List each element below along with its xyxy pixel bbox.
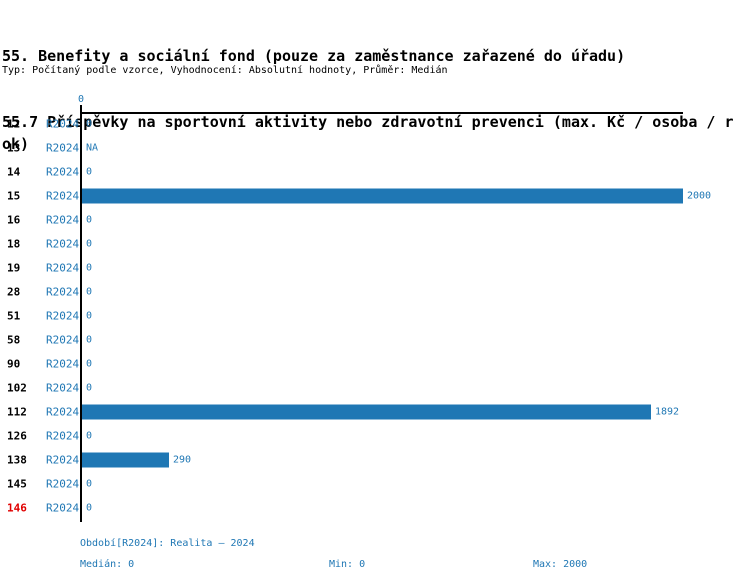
chart-title-line1: 55. Benefity a sociální fond (pouze za z…	[2, 47, 626, 65]
row-value-label: 0	[86, 238, 93, 250]
row-series-label: R2024	[46, 357, 80, 371]
row-series-label: R2024	[46, 381, 80, 395]
row-bar	[82, 452, 169, 468]
row-series-label: R2024	[46, 477, 80, 491]
chart-row: 138 R2024 290	[0, 448, 750, 472]
row-category-label: 15	[7, 189, 21, 203]
row-series-label: R2024	[46, 405, 80, 419]
footer-max: Max: 2000	[533, 559, 588, 570]
row-value-label: 0	[86, 166, 93, 178]
row-series-label: R2024	[46, 429, 80, 443]
row-category-label: 145	[7, 477, 27, 491]
chart-row: 58 R2024 0	[0, 328, 750, 352]
chart-row: 126 R2024 0	[0, 424, 750, 448]
row-value-label: 2000	[687, 190, 712, 202]
chart-row: 12 R2024 0	[0, 112, 750, 136]
row-category-label: 102	[7, 381, 27, 395]
chart-row: 14 R2024 0	[0, 160, 750, 184]
row-value-label: 0	[86, 502, 93, 514]
row-value-label: 0	[86, 286, 93, 298]
footer-min: Min: 0	[329, 559, 366, 570]
row-category-label: 146	[7, 501, 27, 515]
chart-row: 13 R2024 NA	[0, 136, 750, 160]
chart-row: 16 R2024 0	[0, 208, 750, 232]
row-bar	[82, 404, 651, 420]
row-series-label: R2024	[46, 237, 80, 251]
row-category-label: 90	[7, 357, 21, 371]
chart-row: 90 R2024 0	[0, 352, 750, 376]
row-value-label: 0	[86, 478, 93, 490]
row-category-label: 16	[7, 213, 21, 227]
row-category-label: 13	[7, 141, 21, 155]
chart-row: 28 R2024 0	[0, 280, 750, 304]
chart-row: 51 R2024 0	[0, 304, 750, 328]
row-category-label: 14	[7, 165, 21, 179]
x-axis-tick-label: 0	[77, 94, 85, 105]
chart-row: 19 R2024 0	[0, 256, 750, 280]
y-axis-line	[80, 105, 82, 522]
row-series-label: R2024	[46, 189, 80, 203]
row-value-label: 0	[86, 310, 93, 322]
row-value-label: 290	[173, 454, 192, 466]
row-series-label: R2024	[46, 213, 80, 227]
chart-row: 18 R2024 0	[0, 232, 750, 256]
row-category-label: 51	[7, 309, 21, 323]
row-category-label: 58	[7, 333, 21, 347]
row-category-label: 126	[7, 429, 27, 443]
chart-subtitle: Typ: Počítaný podle vzorce, Vyhodnocení:…	[2, 65, 448, 76]
row-value-label: 0	[86, 382, 93, 394]
footer-median: Medián: 0	[80, 559, 135, 570]
chart-title-line2: 55.7 Příspěvky na sportovní aktivity neb…	[2, 113, 734, 153]
chart-title: 55. Benefity a sociální fond (pouze za z…	[2, 1, 738, 199]
row-series-label: R2024	[46, 165, 80, 179]
row-series-label: R2024	[46, 261, 80, 275]
chart-row: 102 R2024 0	[0, 376, 750, 400]
row-category-label: 28	[7, 285, 21, 299]
row-value-label: 0	[86, 118, 93, 130]
row-series-label: R2024	[46, 309, 80, 323]
row-value-label: 1892	[655, 406, 680, 418]
row-value-label: 0	[86, 334, 93, 346]
row-series-label: R2024	[46, 285, 80, 299]
chart-row: 112 R2024 1892	[0, 400, 750, 424]
row-category-label: 19	[7, 261, 21, 275]
row-series-label: R2024	[46, 141, 80, 155]
chart-row: 15 R2024 2000	[0, 184, 750, 208]
row-series-label: R2024	[46, 117, 80, 131]
row-category-label: 12	[7, 117, 21, 131]
row-value-label: 0	[86, 358, 93, 370]
x-axis-line	[80, 112, 683, 114]
row-series-label: R2024	[46, 501, 80, 515]
row-series-label: R2024	[46, 453, 80, 467]
row-value-label: 0	[86, 214, 93, 226]
row-series-label: R2024	[46, 333, 80, 347]
row-category-label: 112	[7, 405, 27, 419]
chart-row: 145 R2024 0	[0, 472, 750, 496]
footer-period-label: Období[R2024]: Realita – 2024	[80, 538, 255, 549]
row-value-label: 0	[86, 430, 93, 442]
row-category-label: 18	[7, 237, 21, 251]
chart-row: 146 R2024 0	[0, 496, 750, 520]
row-value-label: NA	[86, 142, 99, 154]
row-value-label: 0	[86, 262, 93, 274]
row-bar	[82, 188, 683, 204]
row-category-label: 138	[7, 453, 27, 467]
